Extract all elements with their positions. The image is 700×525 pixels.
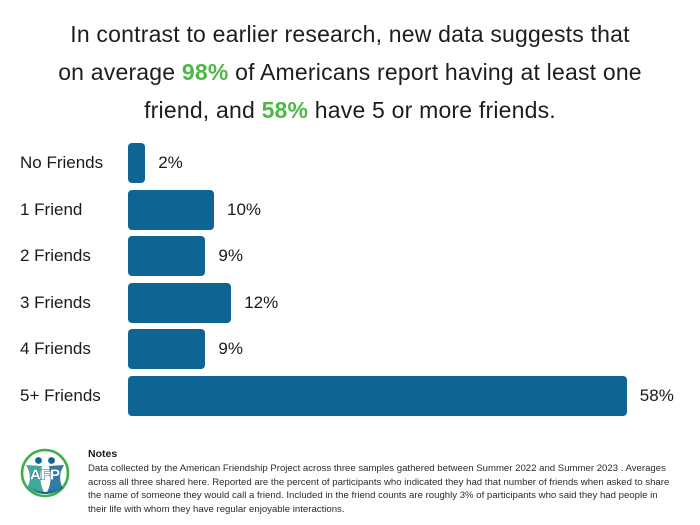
value-label: 10% bbox=[227, 199, 262, 219]
bar bbox=[128, 375, 627, 416]
bar-row: 2 Friends 9% bbox=[0, 233, 700, 280]
bar-track: 9% bbox=[128, 326, 700, 373]
bar-row: 3 Friends 12% bbox=[0, 280, 700, 327]
category-label: No Friends bbox=[20, 153, 104, 173]
bar-row: 5+ Friends 58% bbox=[0, 373, 700, 420]
bar-track: 10% bbox=[128, 187, 700, 234]
value-label: 58% bbox=[639, 385, 674, 405]
category-label: 4 Friends bbox=[20, 339, 91, 359]
category-label: 5+ Friends bbox=[20, 385, 101, 405]
category-label: 1 Friend bbox=[20, 199, 83, 219]
title-text: of Americans report having at least one bbox=[228, 59, 642, 85]
title-text: on average bbox=[58, 59, 182, 85]
bar-track: 58% bbox=[128, 373, 700, 420]
bar-track: 9% bbox=[128, 233, 700, 280]
title-line-1: In contrast to earlier research, new dat… bbox=[0, 15, 700, 53]
title-text: have 5 or more friends. bbox=[308, 97, 556, 123]
logo-text: AFP bbox=[30, 467, 60, 484]
highlight-58: 58% bbox=[261, 97, 309, 123]
category-label: 3 Friends bbox=[20, 292, 91, 312]
title-line-3: friend, and 58% have 5 or more friends. bbox=[0, 91, 700, 129]
bar-track: 12% bbox=[128, 280, 700, 327]
bar-row: 4 Friends 9% bbox=[0, 326, 700, 373]
bar bbox=[128, 329, 206, 370]
value-label: 9% bbox=[218, 339, 243, 359]
footer: AFP Notes Data collected by the American… bbox=[20, 448, 680, 516]
title-text: In contrast to earlier research, new dat… bbox=[70, 21, 630, 47]
title-text: friend, and bbox=[144, 97, 262, 123]
afp-logo-icon: AFP bbox=[20, 448, 70, 498]
bar bbox=[128, 143, 146, 184]
bar-chart: No Friends 2% 1 Friend 10% 2 Friends 9% 3 Frie… bbox=[0, 140, 700, 419]
notes-heading: Notes bbox=[88, 448, 118, 460]
notes-body: Data collected by the American Friendshi… bbox=[88, 463, 670, 515]
bar bbox=[128, 236, 206, 277]
highlight-98: 98% bbox=[181, 59, 229, 85]
title-line-2: on average 98% of Americans report havin… bbox=[0, 53, 700, 91]
bar bbox=[128, 282, 232, 323]
value-label: 12% bbox=[244, 292, 279, 312]
bar-track: 2% bbox=[128, 140, 700, 187]
bar-row: 1 Friend 10% bbox=[0, 187, 700, 234]
value-label: 2% bbox=[158, 153, 183, 173]
bar-row: No Friends 2% bbox=[0, 140, 700, 187]
value-label: 9% bbox=[218, 246, 243, 266]
bar bbox=[128, 189, 214, 230]
notes-block: Notes Data collected by the American Fri… bbox=[88, 448, 676, 516]
category-label: 2 Friends bbox=[20, 246, 91, 266]
chart-title: In contrast to earlier research, new dat… bbox=[0, 0, 700, 129]
